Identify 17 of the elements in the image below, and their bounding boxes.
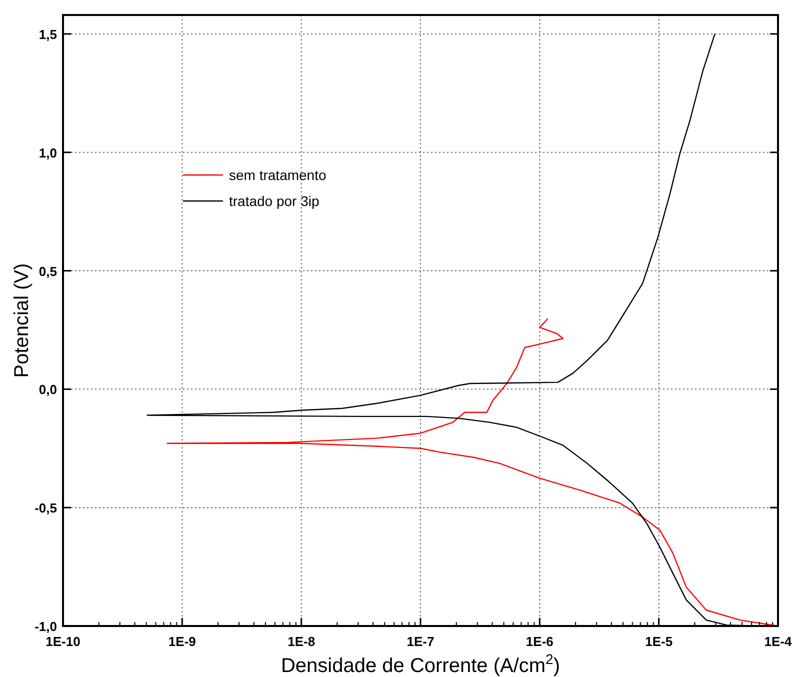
x-tick-label: 1E-10 [46,634,80,649]
y-tick-label: -0,5 [34,500,57,516]
y-axis-title: Potencial (V) [11,263,33,378]
y-tick-label: 1,0 [38,145,57,160]
x-tick-label: 1E-8 [288,634,316,649]
x-tick-label: 1E-4 [764,634,792,649]
y-tick-label: -1,0 [34,619,57,634]
x-tick-label: 1E-6 [526,634,554,649]
legend-label: sem tratamento [229,167,326,183]
legend-label: tratado por 3ip [229,193,320,209]
y-tick-label: 0,5 [38,264,57,279]
x-tick-label: 1E-7 [406,634,434,649]
y-tick-label: 1,5 [38,26,57,42]
x-tick-label: 1E-9 [168,634,196,649]
x-axis-title: Densidade de Corrente (A/cm$^{2}$) [280,651,560,677]
y-tick-label: 0,0 [38,382,57,398]
x-tick-label: 1E-5 [645,634,673,649]
